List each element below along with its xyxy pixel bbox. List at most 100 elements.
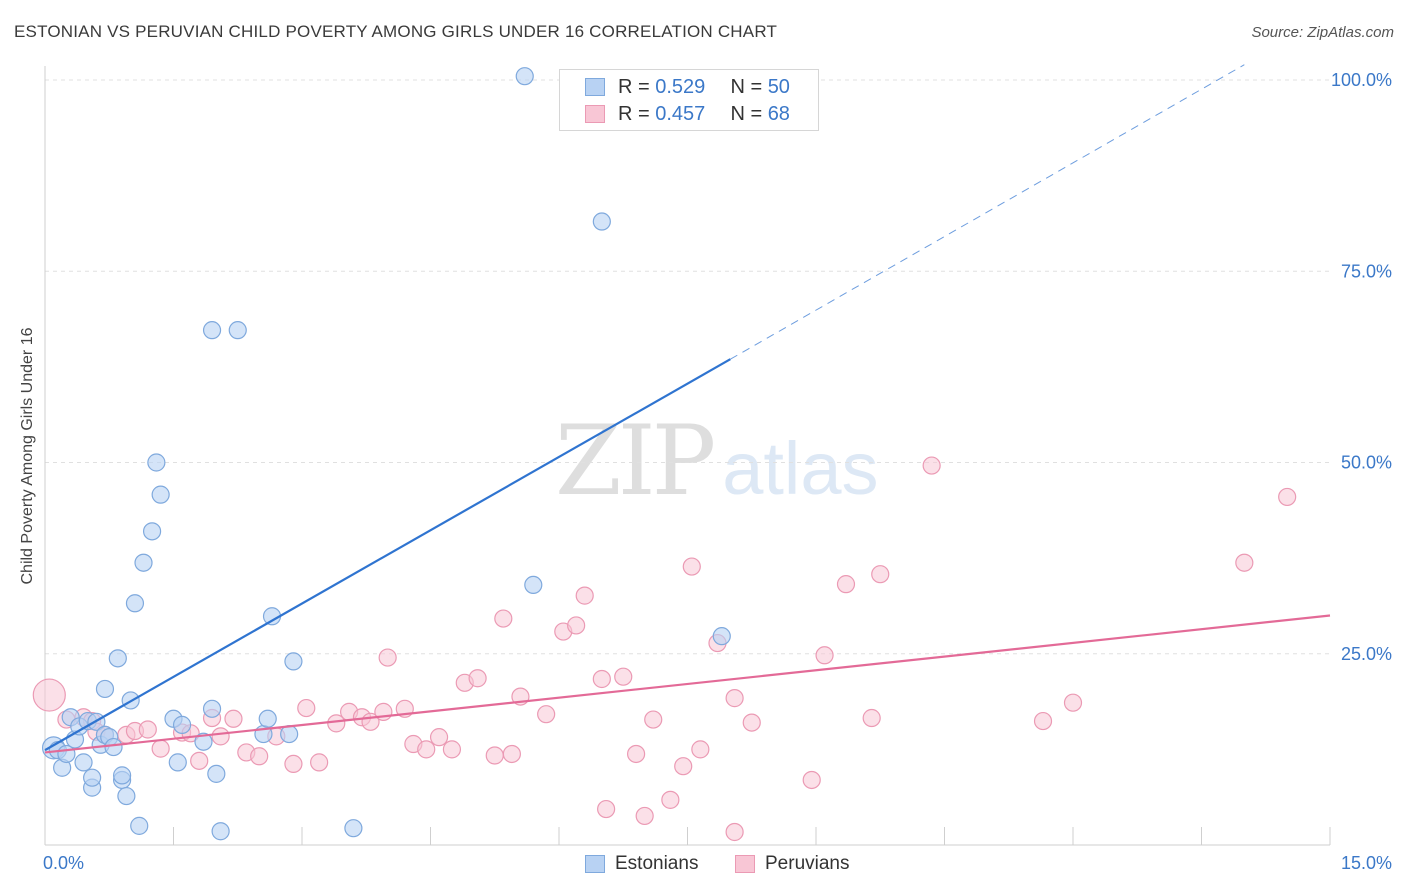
legend-label-peruvians: Peruvians bbox=[765, 853, 850, 874]
watermark-zip: ZIP bbox=[555, 405, 716, 517]
estonian-point bbox=[211, 822, 230, 841]
stats-legend: R = 0.529 N = 50 R = 0.457 N = 68 bbox=[559, 69, 819, 131]
estonian-point bbox=[258, 709, 277, 728]
peruvian-point bbox=[284, 754, 303, 774]
legend-stats-estonians: R = 0.529 N = 50 bbox=[618, 75, 790, 98]
peruvian-point bbox=[485, 746, 504, 765]
peruvian-point bbox=[626, 744, 646, 764]
estonian-point bbox=[142, 522, 162, 541]
peruvian-point bbox=[836, 575, 856, 594]
estonian-point bbox=[83, 768, 102, 787]
axis-layer bbox=[44, 66, 1331, 846]
estonian-point bbox=[524, 575, 543, 595]
estonian-point bbox=[202, 321, 222, 340]
estonian-point bbox=[592, 212, 611, 231]
peruvian-point bbox=[922, 456, 941, 475]
estonian-point bbox=[168, 753, 187, 772]
tick-labels: 25.0% 50.0% 75.0% 100.0% 0.0% 15.0% bbox=[43, 70, 1392, 873]
peruvian-point bbox=[725, 822, 744, 842]
y-tick-label-0: 25.0% bbox=[1341, 644, 1392, 664]
watermark: ZIP atlas bbox=[555, 405, 879, 517]
peruvian-point bbox=[802, 770, 821, 790]
source-label: Source: ZipAtlas.com bbox=[1251, 24, 1394, 41]
estonian-point bbox=[95, 679, 115, 699]
estonian-trend-line bbox=[44, 358, 731, 752]
peruvian-point bbox=[190, 751, 209, 770]
peruvian-point bbox=[575, 586, 594, 605]
watermark-atlas: atlas bbox=[722, 427, 879, 510]
legend-stats-peruvians: R = 0.457 N = 68 bbox=[618, 102, 790, 125]
legend-swatch-estonians-bottom bbox=[585, 855, 605, 873]
peruvian-point bbox=[742, 713, 761, 732]
estonian-point bbox=[228, 321, 247, 340]
estonian-point bbox=[151, 485, 170, 504]
peruvian-point bbox=[250, 747, 269, 766]
peruvian-point bbox=[429, 728, 449, 747]
estonian-point bbox=[515, 67, 534, 86]
estonian-point bbox=[344, 819, 363, 838]
legend-swatch-estonians bbox=[585, 78, 605, 96]
peruvian-point bbox=[871, 565, 890, 584]
legend-item-peruvians[interactable]: Peruvians bbox=[735, 853, 850, 875]
n-value-estonians: 50 bbox=[767, 75, 790, 98]
peruvian-point bbox=[442, 740, 462, 759]
peruvian-point bbox=[815, 646, 834, 665]
estonian-point bbox=[194, 732, 213, 751]
peruvian-point bbox=[537, 705, 556, 724]
peruvian-point bbox=[310, 753, 329, 772]
peruvian-point bbox=[494, 609, 513, 628]
estonian-point bbox=[117, 786, 136, 806]
peruvian-point bbox=[502, 744, 521, 764]
y-tick-label-2: 75.0% bbox=[1341, 261, 1392, 281]
peruvian-point bbox=[597, 799, 616, 819]
estonian-point bbox=[74, 753, 93, 772]
trend-lines bbox=[44, 64, 1331, 754]
peruvian-point bbox=[297, 698, 316, 718]
n-value-peruvians: 68 bbox=[767, 102, 790, 125]
legend-label-estonians: Estonians bbox=[615, 853, 699, 874]
chart-title: ESTONIAN VS PERUVIAN CHILD POVERTY AMONG… bbox=[14, 22, 778, 41]
estonian-point bbox=[134, 553, 153, 572]
estonian-point bbox=[284, 652, 303, 671]
peruvian-point bbox=[1278, 487, 1297, 507]
peruvian-point bbox=[468, 669, 487, 688]
estonian-point bbox=[104, 737, 123, 757]
peruvian-point bbox=[674, 757, 693, 776]
peruvian-point bbox=[151, 739, 170, 758]
r-value-estonians: 0.529 bbox=[655, 75, 706, 98]
peruvian-point bbox=[1063, 693, 1083, 712]
peruvian-point bbox=[614, 667, 633, 686]
estonian-point bbox=[207, 764, 226, 783]
estonian-point bbox=[712, 627, 731, 646]
estonian-point bbox=[202, 699, 222, 718]
peruvian-point bbox=[138, 720, 157, 739]
peruvian-point bbox=[378, 648, 397, 667]
estonian-point bbox=[108, 649, 127, 668]
r-value-peruvians: 0.457 bbox=[655, 102, 706, 125]
peruvian-point bbox=[635, 806, 654, 826]
peruvian-point bbox=[1033, 711, 1053, 731]
peruvian-point bbox=[661, 790, 680, 809]
peruvian-points bbox=[32, 456, 1297, 842]
peruvian-point bbox=[211, 727, 230, 746]
legend-swatch-peruvians-bottom bbox=[735, 855, 755, 873]
y-tick-label-1: 50.0% bbox=[1341, 453, 1392, 473]
peruvian-point bbox=[862, 708, 881, 728]
peruvian-point bbox=[592, 669, 611, 689]
peruvian-point bbox=[417, 740, 436, 759]
estonian-point bbox=[130, 816, 149, 835]
peruvian-point bbox=[644, 710, 663, 729]
peruvian-point bbox=[224, 709, 243, 728]
estonian-point bbox=[112, 766, 132, 785]
estonian-point bbox=[172, 715, 192, 734]
y-tick-label-3: 100.0% bbox=[1331, 70, 1392, 90]
legend-swatch-peruvians bbox=[585, 105, 605, 123]
x-tick-label-min: 0.0% bbox=[43, 853, 84, 873]
peruvian-point bbox=[567, 616, 586, 635]
estonian-point bbox=[125, 594, 145, 613]
peruvian-trend-line bbox=[44, 614, 1331, 754]
peruvian-point bbox=[682, 557, 701, 576]
x-tick-label-max: 15.0% bbox=[1341, 853, 1392, 873]
legend-item-estonians[interactable]: Estonians bbox=[585, 853, 698, 875]
